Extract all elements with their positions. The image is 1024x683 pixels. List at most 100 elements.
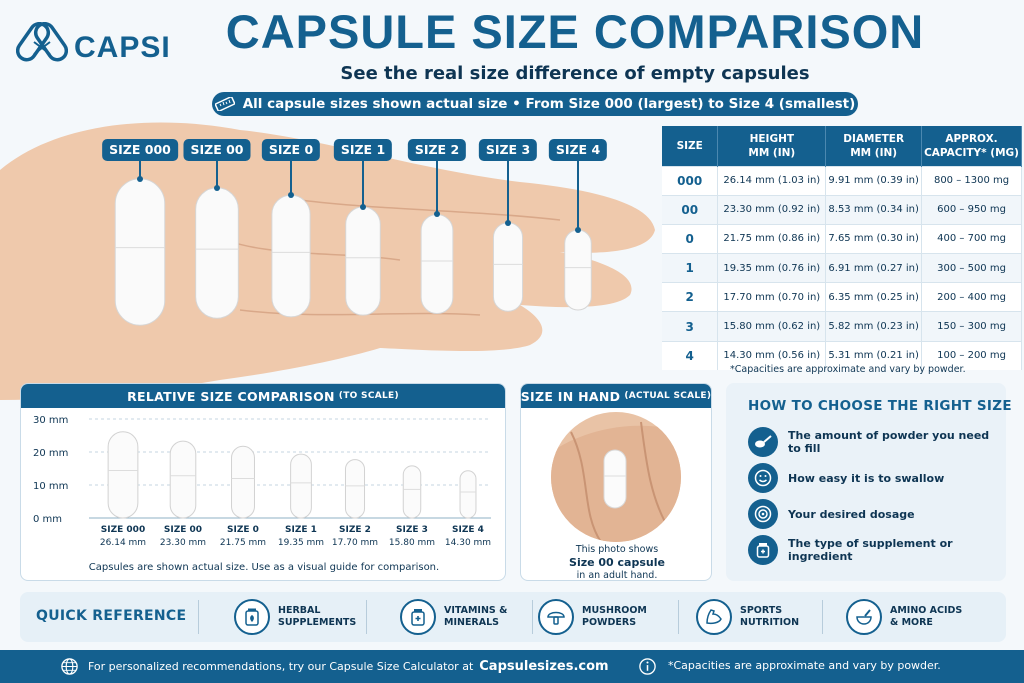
scale-capsule-value: 26.14 mm	[100, 538, 146, 548]
scale-capsule-value: 19.35 mm	[278, 538, 324, 548]
brand-logo: CAPSI	[16, 22, 171, 74]
hand-size-label: SIZE 2	[407, 139, 467, 161]
spec-height: 17.70 mm (0.70 in)	[717, 282, 827, 312]
hand-capsule	[564, 229, 592, 311]
quick-item-sports: SPORTS NUTRITION	[696, 599, 799, 635]
dna-capsule-icon	[16, 22, 68, 62]
hand-capsule	[420, 213, 454, 315]
scoop-icon	[748, 427, 778, 457]
footer: For personalized recommendations, try ou…	[0, 650, 1024, 683]
hand-size-label: SIZE 0	[261, 139, 321, 161]
supplement-bottle-icon	[748, 535, 778, 565]
spec-row: 0 21.75 mm (0.86 in) 7.65 mm (0.30 in) 400 …	[662, 223, 1022, 254]
banner-text: All capsule sizes shown actual size • Fr…	[242, 96, 856, 112]
scale-capsule-value: 21.75 mm	[220, 538, 266, 548]
spec-header-diameter: DIAMETER MM (IN)	[825, 126, 923, 166]
relative-panel-title: RELATIVE SIZE COMPARISON (TO SCALE)	[21, 384, 505, 408]
scale-capsule	[169, 440, 197, 519]
hand-capsule	[345, 206, 381, 316]
vitamin-bottle-icon	[400, 599, 436, 635]
spec-row: 4 14.30 mm (0.56 in) 5.31 mm (0.21 in) 100 …	[662, 340, 1022, 371]
choose-item-swallow: How easy it is to swallow	[748, 463, 1004, 493]
y-tick-label: 0 mm	[33, 514, 62, 525]
size-in-hand-title: SIZE IN HAND (ACTUAL SCALE)	[521, 384, 711, 408]
spec-row: 3 15.80 mm (0.62 in) 5.82 mm (0.23 in) 150 …	[662, 311, 1022, 342]
scale-capsule	[344, 459, 366, 519]
target-icon	[748, 499, 778, 529]
spec-row: 2 17.70 mm (0.70 in) 6.35 mm (0.25 in) 200 …	[662, 282, 1022, 312]
spec-size: 4	[662, 340, 719, 371]
spec-capacity: 100 – 200 mg	[921, 340, 1022, 371]
scale-capsule-label: SIZE 1	[285, 525, 317, 535]
spec-size: 3	[662, 311, 719, 342]
spec-height: 15.80 mm (0.62 in)	[717, 311, 827, 342]
spec-capacity: 200 – 400 mg	[921, 282, 1022, 312]
hand-size-pointer	[362, 161, 364, 207]
hand-size-label: SIZE 000	[102, 139, 178, 161]
spec-capacity: 800 – 1300 mg	[921, 165, 1022, 196]
hand-capsule	[271, 194, 311, 318]
y-tick-label: 30 mm	[33, 415, 68, 426]
page-title: CAPSULE SIZE COMPARISON	[225, 5, 925, 58]
scale-capsule	[459, 470, 477, 519]
footer-link[interactable]: Capsulesizes.com	[479, 659, 609, 674]
info-icon	[639, 658, 656, 675]
spec-size: 000	[662, 165, 719, 196]
hand-size-label: SIZE 1	[333, 139, 393, 161]
spec-note: *Capacities are approximate and vary by …	[730, 364, 966, 375]
hand-caption-2: Size 00 capsule	[569, 556, 665, 569]
scale-capsule	[402, 465, 422, 519]
spec-header-capacity: APPROX. CAPACITY* (MG)	[921, 126, 1022, 166]
scale-capsule-value: 17.70 mm	[332, 538, 378, 548]
y-tick-label: 20 mm	[33, 448, 68, 459]
hand-size-pointer	[436, 161, 438, 215]
spec-capacity: 600 – 950 mg	[921, 194, 1022, 225]
spec-diameter: 9.91 mm (0.39 in)	[825, 165, 923, 196]
relative-note: Capsules are shown actual size. Use as a…	[88, 562, 440, 573]
hand-size-label: SIZE 4	[548, 139, 608, 161]
page-subtitle: See the real size difference of empty ca…	[340, 63, 810, 84]
info-banner: All capsule sizes shown actual size • Fr…	[212, 92, 858, 116]
spec-row: 000 26.14 mm (1.03 in) 9.91 mm (0.39 in) 80…	[662, 165, 1022, 196]
choose-item-type: The type of supplement or ingredient	[748, 535, 1004, 565]
smile-icon	[748, 463, 778, 493]
hand-size-pointer	[139, 161, 141, 179]
spec-header-height: HEIGHT MM (IN)	[717, 126, 827, 166]
hand-size-dot	[214, 184, 220, 191]
spec-diameter: 6.35 mm (0.25 in)	[825, 282, 923, 312]
scale-capsule-label: SIZE 0	[227, 525, 259, 535]
quick-reference-bar: QUICK REFERENCE HERBAL SUPPLEMENTS VITAM…	[20, 592, 1006, 642]
spec-capacity: 300 – 500 mg	[921, 253, 1022, 283]
muscle-arm-icon	[696, 599, 732, 635]
spec-capacity: 150 – 300 mg	[921, 311, 1022, 342]
hand-photo	[551, 412, 681, 542]
hand-size-pointer	[507, 161, 509, 223]
hand-caption-1: This photo shows	[575, 544, 659, 555]
spec-height: 14.30 mm (0.56 in)	[717, 340, 827, 371]
scale-capsule-label: SIZE 3	[396, 525, 428, 535]
scale-capsule-value: 15.80 mm	[389, 538, 435, 548]
hand-size-label: SIZE 3	[478, 139, 538, 161]
spec-height: 21.75 mm (0.86 in)	[717, 223, 827, 254]
spec-diameter: 5.82 mm (0.23 in)	[825, 311, 923, 342]
ruler-icon	[214, 97, 235, 111]
spec-height: 26.14 mm (1.03 in)	[717, 165, 827, 196]
hand-shape	[0, 122, 655, 400]
hand-size-dot	[137, 175, 143, 182]
scale-capsule-label: SIZE 4	[452, 525, 484, 535]
y-tick-label: 10 mm	[33, 481, 68, 492]
spec-row: 1 19.35 mm (0.76 in) 6.91 mm (0.27 in) 300 …	[662, 253, 1022, 283]
hand-size-dot	[288, 192, 294, 199]
hand-size-label: SIZE 00	[183, 139, 251, 161]
spec-size: 00	[662, 194, 719, 225]
relative-size-chart: 30 mm 20 mm 10 mm 0 mm SIZE 000 26.14 mm SIZE …	[33, 415, 491, 548]
spec-diameter: 5.31 mm (0.21 in)	[825, 340, 923, 371]
scale-capsule-label: SIZE 2	[339, 525, 371, 535]
footer-cta: For personalized recommendations, try ou…	[88, 659, 609, 674]
spec-capacity: 400 – 700 mg	[921, 223, 1022, 254]
scale-capsule	[231, 445, 255, 519]
footer-note: *Capacities are approximate and vary by …	[668, 659, 941, 672]
spec-size: 2	[662, 282, 719, 312]
quick-item-vitamins: VITAMINS & MINERALS	[400, 599, 507, 635]
spec-row: 00 23.30 mm (0.92 in) 8.53 mm (0.34 in) 600…	[662, 194, 1022, 225]
